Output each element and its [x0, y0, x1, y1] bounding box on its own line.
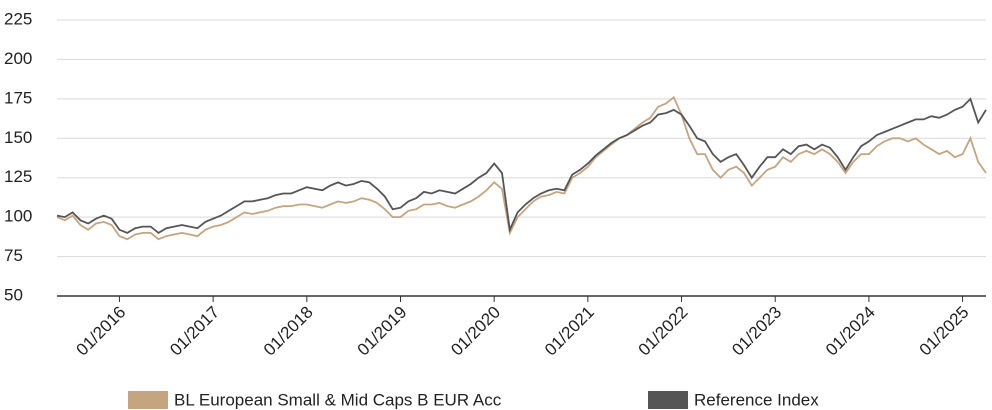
x-tick-label: 01/2018	[260, 303, 317, 360]
x-tick-label: 01/2019	[354, 303, 411, 360]
x-tick-label: 01/2021	[541, 303, 598, 360]
legend-swatch	[128, 391, 168, 409]
y-tick-label: 175	[4, 88, 32, 107]
y-tick-label: 100	[4, 207, 32, 226]
x-tick-label: 01/2017	[166, 303, 223, 360]
x-tick-label: 01/2024	[822, 303, 879, 360]
x-tick-label: 01/2016	[73, 303, 130, 360]
series-line	[56, 97, 987, 234]
y-tick-label: 75	[4, 246, 23, 265]
x-tick-label: 01/2022	[635, 303, 692, 360]
x-tick-label: 01/2020	[447, 303, 504, 360]
x-tick-label: 01/2023	[728, 303, 785, 360]
series-line	[56, 95, 987, 241]
legend-label: Reference Index	[694, 390, 819, 409]
legend-label: BL European Small & Mid Caps B EUR Acc	[174, 390, 502, 409]
y-tick-label: 150	[4, 128, 32, 147]
y-tick-label: 125	[4, 167, 32, 186]
y-tick-label: 225	[4, 9, 32, 28]
y-tick-label: 200	[4, 49, 32, 68]
legend-swatch	[648, 391, 688, 409]
y-tick-label: 50	[4, 285, 23, 304]
x-tick-label: 01/2025	[916, 303, 973, 360]
